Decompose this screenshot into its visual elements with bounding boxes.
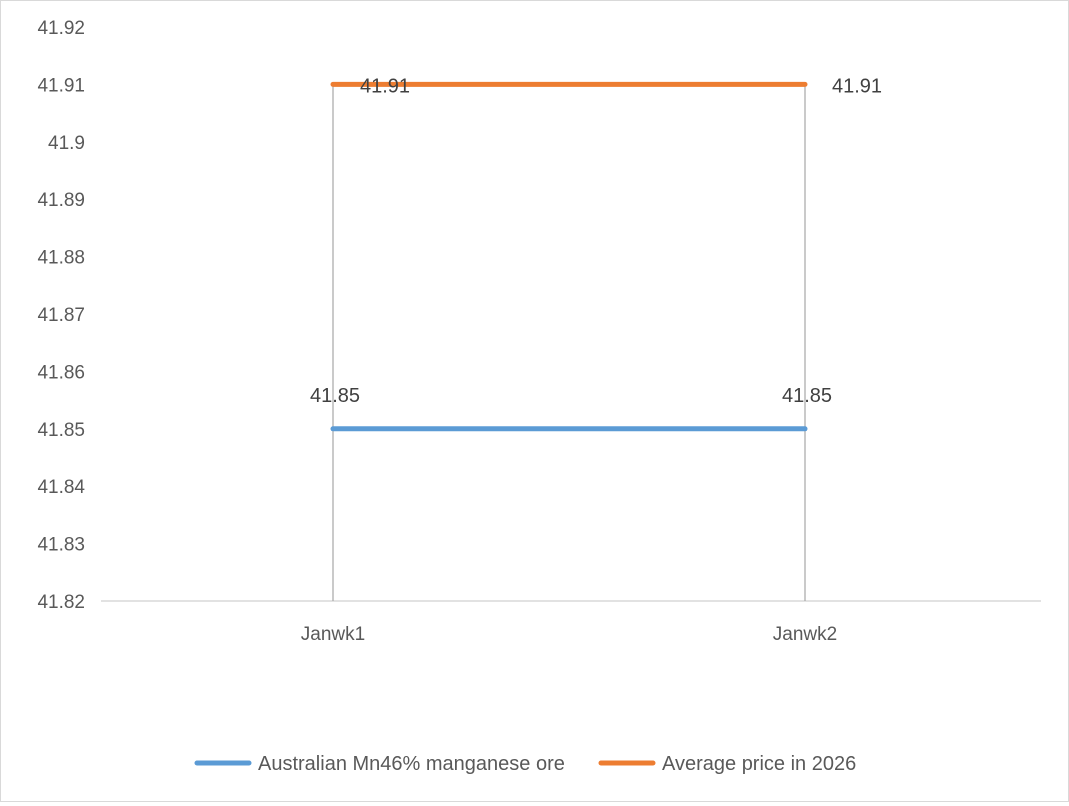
data-labels: 41.85 41.85 41.91 41.91: [310, 75, 882, 406]
y-tick-label: 41.89: [37, 190, 85, 211]
x-axis: Janwk1 Janwk2: [101, 600, 1041, 645]
data-label: 41.91: [832, 75, 882, 97]
data-label: 41.85: [310, 385, 360, 407]
drop-lines: [332, 84, 806, 601]
y-axis: 41.82 41.83 41.84 41.85 41.86 41.87 41.88 41.89…: [37, 18, 85, 613]
y-tick-label: 41.86: [37, 362, 85, 383]
x-tick-label: Janwk2: [773, 624, 837, 645]
data-label: 41.85: [782, 385, 832, 407]
y-tick-label: 41.91: [37, 75, 85, 96]
legend-label: Australian Mn46% manganese ore: [258, 753, 565, 775]
y-tick-label: 41.88: [37, 248, 85, 269]
y-tick-label: 41.83: [37, 535, 85, 556]
y-tick-label: 41.92: [37, 18, 85, 39]
x-tick-label: Janwk1: [301, 624, 365, 645]
series-lines: [330, 81, 808, 432]
y-tick-label: 41.84: [37, 477, 85, 498]
y-tick-label: 41.87: [37, 305, 85, 326]
y-tick-label: 41.82: [37, 592, 85, 613]
y-tick-label: 41.85: [37, 420, 85, 441]
legend-label: Average price in 2026: [662, 753, 856, 775]
data-label: 41.91: [360, 75, 410, 97]
legend: Australian Mn46% manganese ore Average pr…: [194, 753, 856, 775]
y-tick-label: 41.9: [48, 133, 85, 154]
